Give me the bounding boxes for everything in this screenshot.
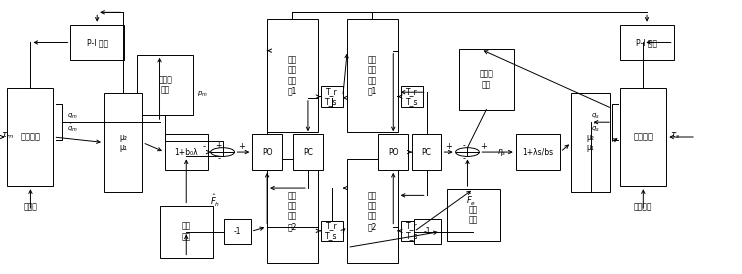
- FancyBboxPatch shape: [293, 134, 323, 170]
- Text: T_r
T_s: T_r T_s: [326, 87, 338, 106]
- Text: PO: PO: [388, 148, 398, 156]
- Text: 从机器人: 从机器人: [634, 133, 653, 141]
- Text: -1: -1: [424, 227, 431, 236]
- Text: PC: PC: [421, 148, 432, 156]
- FancyBboxPatch shape: [412, 134, 441, 170]
- FancyBboxPatch shape: [321, 221, 343, 241]
- Text: $\hat{F}_e$: $\hat{F}_e$: [466, 192, 476, 208]
- Text: 力观
测器: 力观 测器: [469, 206, 478, 225]
- Text: PO: PO: [262, 148, 272, 156]
- FancyBboxPatch shape: [347, 159, 398, 263]
- Text: 自适应
控制: 自适应 控制: [158, 75, 172, 95]
- FancyBboxPatch shape: [7, 88, 53, 186]
- Text: 外部环境: 外部环境: [634, 202, 652, 211]
- Text: T_r
T_s: T_r T_s: [406, 87, 418, 106]
- FancyBboxPatch shape: [160, 206, 213, 258]
- FancyBboxPatch shape: [165, 134, 208, 170]
- Text: $\hat{F}_h$: $\hat{F}_h$: [210, 193, 220, 209]
- FancyBboxPatch shape: [401, 86, 423, 107]
- Text: 波变
量传
输系
统1: 波变 量传 输系 统1: [368, 55, 377, 95]
- Text: $\tau_s$: $\tau_s$: [670, 130, 680, 141]
- FancyBboxPatch shape: [459, 49, 514, 110]
- Text: $\eta_s$: $\eta_s$: [497, 147, 507, 158]
- Text: -: -: [462, 141, 465, 150]
- Text: P-I 磁滞: P-I 磁滞: [637, 38, 657, 47]
- Text: +: +: [237, 142, 245, 151]
- Text: 1+λs/bs: 1+λs/bs: [522, 148, 554, 156]
- Text: 波变
量传
输系
统1: 波变 量传 输系 统1: [288, 55, 297, 95]
- Text: -1: -1: [234, 227, 241, 236]
- Text: +: +: [480, 142, 487, 151]
- Text: $q_m$: $q_m$: [67, 112, 78, 121]
- Text: μ₂
μ₁: μ₂ μ₁: [587, 133, 594, 152]
- FancyBboxPatch shape: [321, 86, 343, 107]
- Text: $p_m$: $p_m$: [197, 89, 208, 99]
- FancyBboxPatch shape: [516, 134, 560, 170]
- Text: 主机器人: 主机器人: [21, 133, 40, 141]
- Text: T_r
T_s: T_r T_s: [406, 221, 418, 241]
- FancyBboxPatch shape: [620, 88, 666, 186]
- Text: 自适应
控制: 自适应 控制: [479, 70, 493, 89]
- Text: 1+b₀λ: 1+b₀λ: [174, 148, 198, 156]
- Text: P-I 磁滞: P-I 磁滞: [87, 38, 108, 47]
- Text: $\dot{q}_m$: $\dot{q}_m$: [67, 122, 78, 134]
- Text: -: -: [217, 155, 220, 163]
- Text: +: +: [216, 141, 222, 150]
- FancyBboxPatch shape: [267, 159, 318, 263]
- Text: PC: PC: [303, 148, 313, 156]
- FancyBboxPatch shape: [252, 134, 282, 170]
- FancyBboxPatch shape: [137, 55, 193, 115]
- Text: -: -: [462, 155, 465, 163]
- FancyBboxPatch shape: [378, 134, 408, 170]
- FancyBboxPatch shape: [267, 19, 318, 132]
- FancyBboxPatch shape: [571, 93, 610, 192]
- Text: T_r
T_s: T_r T_s: [326, 221, 338, 241]
- Text: +: +: [445, 142, 453, 151]
- Text: $\dot{q}_s$: $\dot{q}_s$: [591, 122, 600, 134]
- Text: $\tau_m$: $\tau_m$: [1, 130, 15, 141]
- FancyBboxPatch shape: [70, 25, 124, 60]
- FancyBboxPatch shape: [447, 189, 500, 241]
- FancyBboxPatch shape: [104, 93, 142, 192]
- Text: 力观
测器: 力观 测器: [182, 222, 191, 241]
- Text: -: -: [203, 142, 206, 151]
- Text: 波变
量传
输系
统2: 波变 量传 输系 统2: [368, 191, 377, 231]
- FancyBboxPatch shape: [401, 221, 423, 241]
- FancyBboxPatch shape: [414, 219, 441, 244]
- FancyBboxPatch shape: [620, 25, 674, 60]
- FancyBboxPatch shape: [347, 19, 398, 132]
- Text: μ₂
μ₁: μ₂ μ₁: [119, 133, 127, 152]
- Text: 波变
量传
输系
统2: 波变 量传 输系 统2: [288, 191, 297, 231]
- FancyBboxPatch shape: [224, 219, 251, 244]
- Text: 操作者: 操作者: [24, 202, 37, 211]
- Text: $q_s$: $q_s$: [591, 112, 600, 121]
